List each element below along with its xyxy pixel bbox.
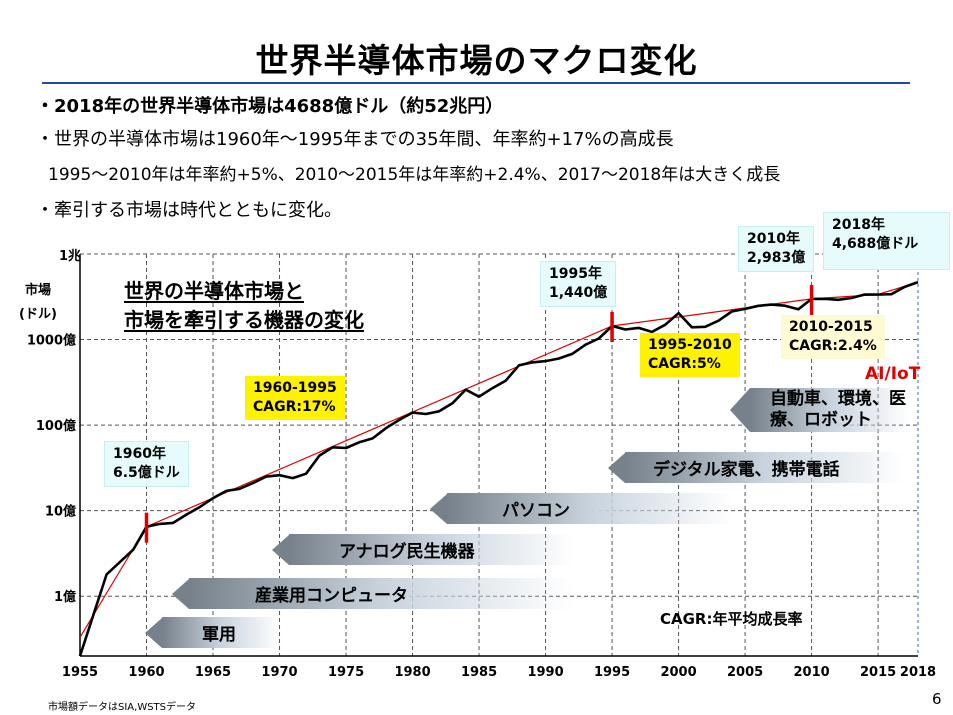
era-arrow-analog-consumer-tip: [272, 534, 289, 565]
x-tick-label-2015: 2015: [860, 665, 896, 680]
page-title: 世界半導体市場のマクロ変化: [255, 41, 698, 80]
era-arrow-military: 軍用: [145, 617, 280, 648]
chart-title: 世界の半導体市場と 市場を牽引する機器の変化: [124, 277, 364, 335]
annotation-1960-value: 6.5億ドル: [113, 465, 180, 481]
ai-iot-label: AI/IoT: [865, 364, 921, 384]
era-arrow-pc: パソコン: [430, 493, 733, 524]
era-arrow-military-tip: [145, 617, 162, 648]
marker-layer: [144, 284, 814, 543]
semiconductor-market-chart: 1955 1960 1965 1970 1975 1980 1985 1990 1995 2000…: [19, 248, 936, 680]
era-arrow-auto-etc-tip: [730, 388, 750, 432]
annotation-1960: 1960年 6.5億ドル: [104, 441, 189, 487]
y-tick-label-100: 100億: [36, 418, 76, 434]
era-label-military: 軍用: [202, 625, 236, 645]
era-arrow-industrial-computer-tip: [172, 578, 189, 609]
data-source-footnote: 市場額データはSIA,WSTSデータ: [48, 702, 197, 713]
y-tick-label-10: 10億: [45, 504, 76, 520]
title-underline: [42, 82, 910, 84]
era-arrow-digital-appliance-tip: [608, 452, 625, 483]
x-tick-label-1980: 1980: [394, 665, 430, 680]
annotation-1995-year: 1995年: [549, 266, 602, 282]
annotation-2010-value: 2,983億: [747, 250, 806, 266]
annotation-cagr-1995-2010: 1995-2010 CAGR:5%: [640, 333, 740, 377]
annotation-1960-year: 1960年: [113, 446, 166, 462]
chart-axes: [79, 254, 918, 657]
x-tick-label-1970: 1970: [261, 665, 297, 680]
cagr-1995-2010-period: 1995-2010: [648, 337, 732, 353]
y-axis-label-line-1: 1兆: [59, 248, 81, 264]
cagr-1960-1995-value: CAGR:17%: [253, 399, 336, 415]
annotation-cagr-2010-2015: 2010-2015 CAGR:2.4%: [781, 315, 885, 359]
tick-labels: 1955 1960 1965 1970 1975 1980 1985 1990 1995 2000…: [19, 248, 936, 680]
era-arrow-industrial-computer: 産業用コンピュータ: [172, 578, 574, 609]
bullet-driving-markets: ・牽引する市場は時代とともに変化。: [36, 200, 342, 221]
x-tick-label-1975: 1975: [328, 665, 364, 680]
annotation-cagr-1960-1995: 1960-1995 CAGR:17%: [245, 376, 345, 420]
annotation-2018-value: 4,688億ドル: [832, 236, 919, 252]
era-arrow-auto-etc: 自動車、環境、医療、ロボット: [730, 388, 910, 432]
era-arrow-analog-consumer: アナログ民生機器: [272, 534, 574, 565]
bullet-growth-later: 1995～2010年は年率約+5%、2010～2015年は年率約+2.4%、20…: [48, 165, 781, 185]
bullet-growth-1960-1995: ・世界の半導体市場は1960年～1995年までの35年間、年率約+17%の高成長: [36, 129, 674, 150]
x-tick-label-2005: 2005: [727, 665, 763, 680]
annotation-2010: 2010年 2,983億: [738, 226, 815, 272]
cagr-definition-note: CAGR:年平均成長率: [660, 610, 803, 628]
cagr-2010-2015-value: CAGR:2.4%: [789, 338, 877, 354]
chart-title-line-1: 世界の半導体市場と: [124, 279, 304, 303]
annotation-1995: 1995年 1,440億: [540, 261, 617, 307]
x-tick-label-1995: 1995: [594, 665, 630, 680]
era-arrow-pc-tip: [430, 493, 447, 524]
y-tick-label-1: 1億: [54, 589, 76, 605]
x-tick-label-1990: 1990: [527, 665, 563, 680]
x-tick-label-2018: 2018: [900, 665, 936, 680]
series-market-line: [78, 280, 919, 657]
x-tick-label-2010: 2010: [793, 665, 829, 680]
page-number: 6: [932, 690, 942, 708]
y-tick-label-1000: 1000億: [27, 333, 76, 349]
era-label-industrial-computer: 産業用コンピュータ: [255, 586, 408, 606]
era-label-digital-appliance: デジタル家電、携帯電話: [653, 460, 840, 480]
era-label-analog-consumer: アナログ民生機器: [339, 542, 475, 562]
cagr-2010-2015-period: 2010-2015: [789, 319, 873, 335]
era-label-auto-etc: 自動車、環境、医療、ロボット: [770, 389, 906, 430]
chart-title-line-2: 市場を牽引する機器の変化: [124, 308, 364, 332]
y-axis-label-line-2: 市場: [25, 282, 51, 298]
annotation-2018: 2018年 4,688億ドル: [823, 212, 950, 270]
series-layer: [78, 280, 919, 657]
x-tick-label-1985: 1985: [461, 665, 497, 680]
annotation-2010-year: 2010年: [747, 231, 800, 247]
era-label-pc: パソコン: [502, 501, 570, 521]
annotation-2018-year: 2018年: [832, 217, 885, 233]
x-tick-label-2000: 2000: [660, 665, 696, 680]
x-tick-label-1955: 1955: [62, 665, 98, 680]
x-tick-label-1965: 1965: [195, 665, 231, 680]
y-axis-label-line-3: (ドル): [19, 307, 57, 322]
annotation-1995-value: 1,440億: [549, 285, 608, 301]
bullet-market-size: ・2018年の世界半導体市場は4688億ドル（約52兆円）: [36, 96, 504, 117]
cagr-1995-2010-value: CAGR:5%: [648, 356, 721, 372]
x-tick-label-1960: 1960: [128, 665, 164, 680]
cagr-1960-1995-period: 1960-1995: [253, 380, 337, 396]
era-arrow-digital-appliance: デジタル家電、携帯電話: [608, 452, 904, 483]
